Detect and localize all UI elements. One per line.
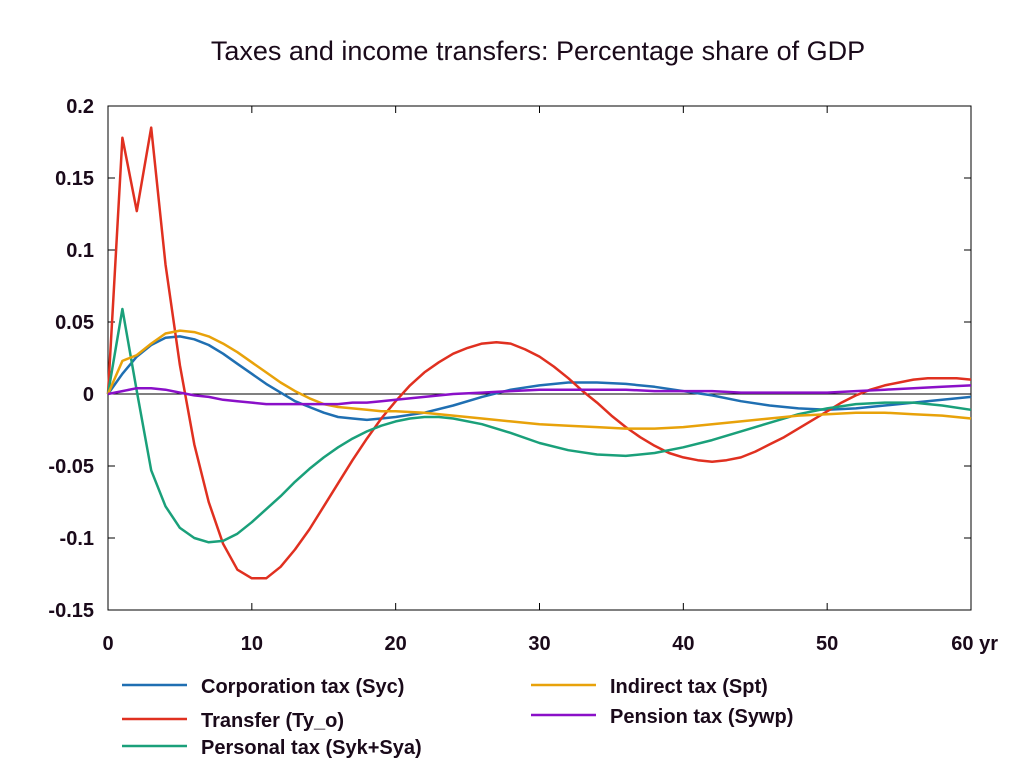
y-tick-label: -0.15 [48, 600, 94, 622]
series-line-2 [106, 126, 972, 580]
chart-title: Taxes and income transfers: Percentage s… [211, 36, 865, 66]
x-axis: 0 10 20 30 40 50 60 yr [102, 106, 998, 655]
x-tick-label: 0 [102, 633, 113, 655]
legend-label: Transfer (Ty_o) [201, 710, 344, 732]
x-tick-label: 60 yr [951, 633, 998, 655]
legend: Corporation tax (Syc) Transfer (Ty_o) Pers… [122, 676, 793, 759]
x-tick-label: 20 [385, 633, 407, 655]
y-tick-label: 0.05 [55, 312, 94, 334]
series-line-4 [106, 329, 972, 430]
series-line-3 [106, 307, 972, 544]
y-axis: 0.2 0.15 0.1 0.05 0 -0.05 -0.1 -0.15 [48, 96, 971, 622]
y-tick-label: -0.05 [48, 456, 94, 478]
x-tick-label: 30 [528, 633, 550, 655]
y-tick-label: -0.1 [60, 528, 94, 550]
y-tick-label: 0.2 [66, 96, 94, 118]
series-line-1 [106, 335, 972, 422]
y-tick-label: 0.15 [55, 168, 94, 190]
y-tick-label: 0 [83, 384, 94, 406]
y-tick-label: 0.1 [66, 240, 94, 262]
legend-label: Personal tax (Syk+Sya) [201, 737, 422, 759]
legend-label: Pension tax (Sywp) [610, 706, 793, 728]
x-tick-label: 10 [241, 633, 263, 655]
series-group [106, 126, 972, 580]
legend-label: Corporation tax (Syc) [201, 676, 404, 698]
series-line-5 [107, 384, 972, 406]
legend-label: Indirect tax (Spt) [610, 676, 768, 698]
x-tick-label: 40 [672, 633, 694, 655]
x-tick-label: 50 [816, 633, 838, 655]
